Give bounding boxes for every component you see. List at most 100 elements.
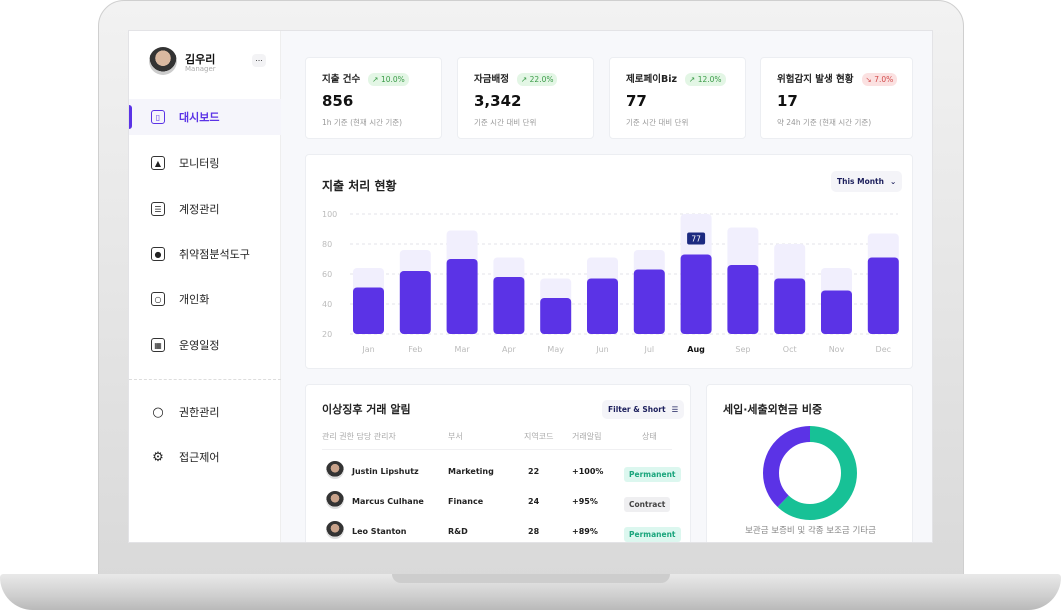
- bar: [867, 257, 899, 334]
- filter-sort-button[interactable]: Filter & Short ☰: [602, 400, 685, 419]
- status-badge: Permanent: [624, 467, 681, 482]
- kpi-subtitle: 기준 시간 대비 단위: [474, 118, 537, 127]
- x-tick-label: Feb: [408, 345, 422, 354]
- bar: [821, 290, 852, 334]
- kpi-value: 856: [322, 92, 354, 110]
- x-tick-label: Dec: [876, 345, 891, 354]
- x-tick-label: Oct: [783, 345, 797, 354]
- x-tick-label: Jul: [643, 345, 654, 354]
- sidebar-divider: [129, 379, 281, 380]
- avatar: [326, 461, 344, 479]
- bar: [587, 278, 618, 334]
- period-label: This Month: [837, 177, 884, 186]
- kpi-card: 자금배정 ↗ 22.0% 3,342 기준 시간 대비 단위: [457, 57, 594, 139]
- status-badge: Contract: [624, 497, 671, 512]
- kpi-title: 자금배정: [474, 74, 509, 85]
- column-header: 상태: [642, 432, 657, 441]
- y-tick-label: 20: [322, 330, 332, 339]
- y-tick-label: 100: [322, 210, 337, 219]
- trend-badge: ↘ 7.0%: [861, 73, 898, 86]
- table-row[interactable]: Marcus Culhane Finance 24 +95% Contract: [322, 487, 672, 515]
- trend-up-icon: ↗: [372, 75, 379, 84]
- avatar: [326, 521, 344, 539]
- column-header: 부서: [448, 432, 463, 441]
- y-tick-label: 60: [322, 270, 332, 279]
- sidebar-item-0[interactable]: ▯ 대시보드: [129, 99, 281, 135]
- column-header: 관리 권한 담당 관리자: [322, 432, 396, 441]
- chart-card: 지출 처리 현황 This Month ⌄ 100 80 60 40 20 Jan Feb Ma…: [305, 154, 913, 369]
- donut-card: 세입·세출외현금 비중 보관금 보증비 및 각종 보조금 기타금: [706, 384, 913, 542]
- sidebar-item-7[interactable]: ⚙ 접근제어: [129, 439, 281, 475]
- kpi-value: 3,342: [474, 92, 522, 110]
- donut-chart: [763, 426, 857, 520]
- table-row[interactable]: Justin Lipshutz Marketing 22 +100% Perma…: [322, 457, 681, 485]
- bar: [540, 298, 572, 334]
- manager-name: Justin Lipshutz: [352, 467, 419, 476]
- bar-chart: 100 80 60 40 20 Jan Feb Mar Apr May Jun Jul Aug 77 Sep…: [322, 210, 899, 354]
- kpi-subtitle: 1h 기준 (현재 시간 기준): [322, 118, 403, 127]
- manager-name: Marcus Culhane: [352, 497, 424, 506]
- laptop-notch: [392, 574, 670, 583]
- trend-down-icon: ↘: [865, 75, 872, 84]
- kpi-value: 17: [777, 92, 798, 110]
- x-tick-label: Apr: [502, 345, 517, 354]
- sidebar-item-6[interactable]: ○ 권한관리: [129, 394, 281, 430]
- y-tick-label: 40: [322, 300, 332, 309]
- x-tick-label: Aug: [687, 345, 705, 354]
- manager-name: Leo Stanton: [352, 527, 407, 536]
- user-square-icon: ○: [151, 292, 165, 306]
- sidebar-item-1[interactable]: ▲ 모니터링: [129, 145, 281, 181]
- avatar: [326, 491, 344, 509]
- column-header: 거래알림: [572, 432, 602, 441]
- kpi-change: 7.0%: [874, 75, 894, 84]
- kpi-title: 지출 건수: [322, 74, 361, 85]
- more-button[interactable]: ...: [252, 54, 266, 67]
- table-row[interactable]: Leo Stanton R&D 28 +89% Permanent: [322, 517, 681, 542]
- sidebar-item-label: 접근제어: [179, 451, 220, 464]
- period-dropdown[interactable]: This Month ⌄: [831, 171, 903, 192]
- kpi-change: 12.0%: [697, 75, 722, 84]
- kpi-value: 77: [626, 92, 647, 110]
- x-tick-label: Nov: [829, 345, 845, 354]
- x-tick-label: Mar: [455, 345, 471, 354]
- alerts-card: 이상징후 거래 알림 Filter & Short ☰ 관리 권한 담당 관리자 부…: [305, 384, 691, 542]
- avatar[interactable]: [149, 47, 177, 75]
- bar: [774, 278, 806, 334]
- region-code: 24: [528, 497, 540, 506]
- sidebar: 김우리 Manager ... ▯ 대시보드 ▲ 모니터링 ☰ 계정관리 ● 취약점분석도구 ○…: [129, 31, 281, 542]
- alert-change: +100%: [572, 467, 604, 476]
- sidebar-item-3[interactable]: ● 취약점분석도구: [129, 236, 281, 272]
- trend-up-icon: ↗: [689, 75, 696, 84]
- sidebar-item-5[interactable]: ▦ 운영일정: [129, 327, 281, 363]
- account-card-icon: ☰: [151, 202, 165, 216]
- trend-badge: ↗ 12.0%: [685, 73, 726, 86]
- sidebar-item-label: 운영일정: [179, 339, 220, 352]
- sidebar-item-4[interactable]: ○ 개인화: [129, 281, 281, 317]
- alert-change: +89%: [572, 527, 598, 536]
- sliders-icon: ☰: [671, 405, 679, 414]
- sidebar-item-label: 개인화: [179, 293, 210, 306]
- kpi-title: 위험감지 발생 현황: [777, 74, 854, 85]
- region-code: 22: [528, 467, 540, 476]
- bar: [493, 277, 525, 334]
- briefcase-icon: ●: [151, 247, 165, 261]
- x-tick-label: Sep: [735, 345, 750, 354]
- donut-legend: 보관금 보증비 및 각종 보조금 기타금: [745, 526, 876, 536]
- kpi-card: 위험감지 발생 현황 ↘ 7.0% 17 약 24h 기준 (현재 시간 기준): [760, 57, 913, 139]
- sidebar-item-label: 취약점분석도구: [179, 248, 250, 261]
- sidebar-item-2[interactable]: ☰ 계정관리: [129, 191, 281, 227]
- sidebar-item-label: 모니터링: [179, 157, 220, 170]
- gear-icon: ⚙: [152, 449, 164, 465]
- alerts-title: 이상징후 거래 알림: [322, 403, 411, 416]
- alert-change: +95%: [572, 497, 598, 506]
- bar: [399, 271, 431, 334]
- column-header: 지역코드: [524, 432, 554, 441]
- table-divider: [322, 449, 672, 450]
- kpi-subtitle: 기준 시간 대비 단위: [626, 118, 689, 127]
- department: R&D: [448, 527, 468, 536]
- dashboard-icon: ▯: [151, 110, 165, 124]
- trend-up-icon: ↗: [520, 75, 528, 84]
- donut-segment: [763, 426, 857, 520]
- filter-label: Filter & Short: [608, 405, 666, 414]
- sidebar-item-label: 대시보드: [179, 111, 220, 124]
